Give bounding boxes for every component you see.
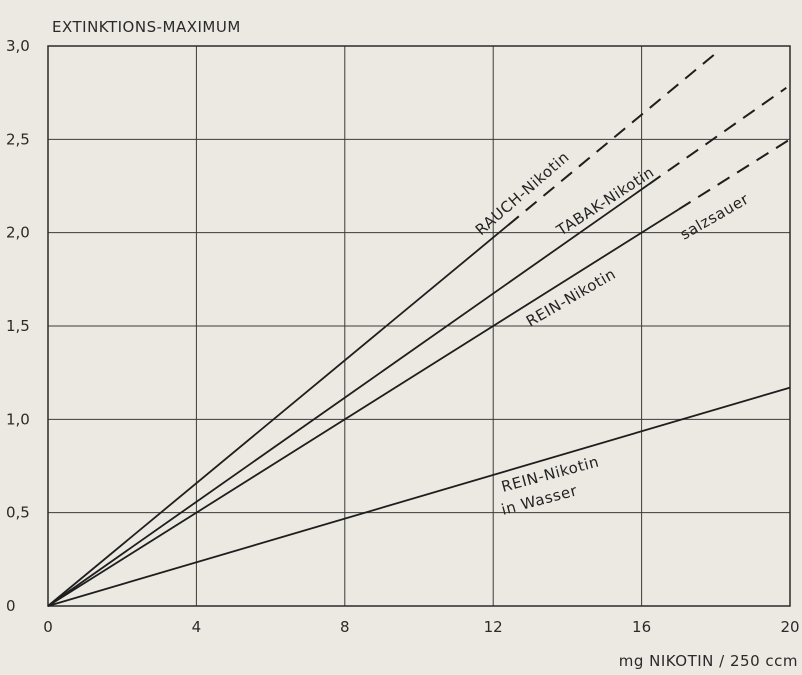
y-tick-label: 3,0	[6, 37, 30, 55]
x-axis-title: mg NIKOTIN / 250 ccm	[619, 652, 798, 670]
series-lines	[47, 52, 791, 607]
label-salzsauer: salzsauer	[677, 190, 752, 244]
series-line-4	[47, 386, 791, 607]
y-tick-label: 2,5	[6, 130, 30, 148]
x-tick-label: 20	[780, 618, 799, 636]
y-tick-label: 1,5	[6, 317, 30, 335]
x-tick-label: 16	[632, 618, 651, 636]
series-extrapolation-2	[648, 86, 787, 185]
y-tick-label: 0,5	[6, 504, 30, 522]
x-tick-label: 4	[192, 618, 202, 636]
plot-frame	[47, 45, 791, 607]
x-tick-label: 8	[340, 618, 350, 636]
series-line-3	[47, 208, 680, 607]
y-tick-label: 1,0	[6, 410, 30, 428]
y-axis-title: EXTINKTIONS-MAXIMUM	[52, 18, 241, 36]
y-tick-label: 2,0	[6, 224, 30, 242]
series-line-2	[47, 183, 650, 607]
series-line-1	[47, 224, 509, 607]
x-tick-label: 12	[484, 618, 503, 636]
y-tick-label: 0	[6, 597, 16, 615]
tick-labels: 0 4 8 12 16 20 0 0,5 1,0 1,5 2,0 2,5 3,0	[6, 37, 800, 636]
x-tick-label: 0	[43, 618, 53, 636]
grid-lines	[48, 46, 790, 606]
